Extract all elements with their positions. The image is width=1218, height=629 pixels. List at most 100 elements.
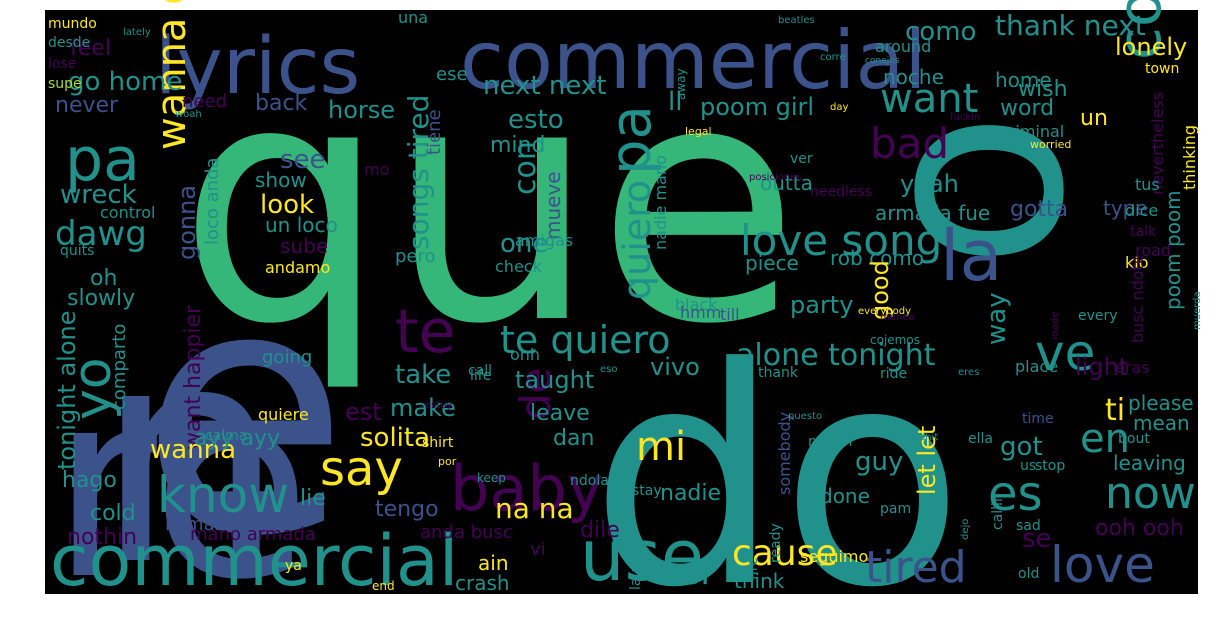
cloud-word: conejos: [865, 56, 900, 66]
cloud-word: ese: [436, 64, 468, 85]
cloud-word: ve: [1035, 324, 1095, 382]
cloud-word: songs tired: [402, 95, 435, 250]
cloud-word: everybody: [858, 306, 911, 317]
cloud-word: way: [982, 292, 1012, 345]
cloud-word: lose: [48, 56, 76, 72]
cloud-word: commercial: [460, 14, 927, 107]
cloud-word: hago: [62, 468, 117, 493]
cloud-word: thank next: [995, 9, 1146, 42]
cloud-word: yo: [63, 357, 123, 420]
cloud-word: el: [678, 552, 710, 593]
cloud-word: ain: [478, 551, 509, 575]
cloud-word: armada fue: [875, 201, 990, 225]
cloud-word: place: [1015, 357, 1058, 376]
cloud-word: back: [255, 91, 308, 116]
cloud-word: mano armada: [190, 524, 316, 545]
cloud-word: make: [390, 394, 456, 422]
cloud-word: one: [500, 229, 548, 259]
cloud-word: fire: [745, 557, 761, 580]
cloud-word: menea: [880, 312, 915, 323]
cloud-word: love song: [740, 216, 942, 265]
cloud-word: ella: [968, 431, 993, 447]
cloud-word: est: [345, 398, 382, 426]
cloud-word: con altura: [1105, 0, 1175, 60]
cloud-word: estoy: [425, 400, 452, 411]
cloud-word: time: [1022, 411, 1054, 427]
cloud-word: laugh: [628, 551, 644, 590]
cloud-word: nothin: [67, 525, 137, 550]
cloud-word: wanna go: [149, 0, 195, 150]
cloud-word: sad: [1016, 518, 1041, 534]
cloud-word: mi: [636, 424, 686, 470]
cloud-word: want happier: [181, 304, 206, 450]
cloud-word: na na: [495, 492, 574, 525]
cloud-word: stay: [632, 483, 662, 499]
cloud-word: en: [1080, 416, 1130, 462]
cloud-word: see: [280, 145, 326, 175]
cloud-word: day: [830, 102, 848, 113]
cloud-word: black: [675, 295, 718, 314]
cloud-word: callin: [990, 493, 1006, 530]
cloud-word: re: [50, 335, 311, 629]
cloud-word: got: [1000, 432, 1043, 462]
cloud-word: let let: [913, 426, 941, 495]
cloud-word: vi: [530, 539, 546, 560]
cloud-word: quiero: [615, 180, 659, 300]
cloud-word: piece: [745, 251, 799, 275]
cloud-word: n: [95, 282, 285, 629]
cloud-word: keep: [477, 471, 506, 485]
cloud-word: pa: [65, 125, 140, 195]
cloud-word: o: [820, 111, 1122, 270]
cloud-word: muerda: [1192, 291, 1203, 330]
cloud-word: made: [1050, 312, 1061, 340]
cloud-word: take: [395, 360, 451, 390]
cloud-word: thinking: [1180, 125, 1199, 190]
cloud-word: mo: [364, 160, 389, 179]
cloud-word: tonight alone: [53, 311, 81, 471]
cloud-word: seguimo: [800, 547, 868, 566]
cloud-word: party: [790, 291, 853, 319]
cloud-word: anda busc: [420, 522, 513, 543]
cloud-word: control: [100, 203, 155, 222]
cloud-word: feel: [70, 36, 111, 61]
cloud-word: hmm: [680, 303, 721, 322]
cloud-word: ya: [285, 558, 302, 574]
cloud-word: andamo: [265, 258, 330, 277]
cloud-word: slowly: [67, 286, 135, 311]
cloud-word: eras: [1115, 358, 1150, 377]
cloud-word: puesto: [788, 411, 822, 422]
cloud-word: vivo: [650, 353, 700, 381]
cloud-word: say: [320, 441, 403, 497]
cloud-word: tiene: [424, 109, 445, 155]
cloud-word: comparto: [109, 324, 130, 410]
cloud-word: thank: [758, 365, 799, 381]
cloud-word: gotta: [1010, 197, 1068, 222]
cloud-word: go home: [68, 67, 182, 97]
cloud-word: wreck: [60, 180, 137, 210]
cloud-word: como: [905, 17, 976, 47]
cloud-word: commercial: [50, 520, 458, 602]
cloud-word: oh: [90, 266, 117, 291]
cloud-word: going: [262, 347, 312, 368]
cloud-word: eres: [958, 367, 979, 378]
cloud-word: every: [1078, 308, 1118, 324]
cloud-word: pero: [395, 246, 436, 267]
cloud-word: know: [157, 466, 289, 524]
cloud-word: ride: [880, 366, 907, 382]
cloud-word: sube: [280, 234, 328, 258]
cloud-word: now: [1105, 468, 1196, 519]
cloud-word: corre: [820, 52, 846, 63]
cloud-word: pa: [599, 105, 664, 175]
cloud-word: se: [1022, 524, 1052, 554]
cloud-word: un loco: [265, 213, 338, 237]
cloud-word: word: [1000, 96, 1054, 121]
cloud-word: dan: [553, 426, 594, 451]
cloud-word: nevertheless: [1148, 92, 1167, 195]
cloud-word: rob como: [830, 246, 924, 270]
cloud-word: taught: [515, 366, 594, 394]
cloud-word: eso: [600, 364, 617, 375]
cloud-word: mean: [1133, 411, 1190, 435]
cloud-word: away: [674, 68, 688, 100]
cloud-word: nadie mano: [651, 155, 670, 250]
